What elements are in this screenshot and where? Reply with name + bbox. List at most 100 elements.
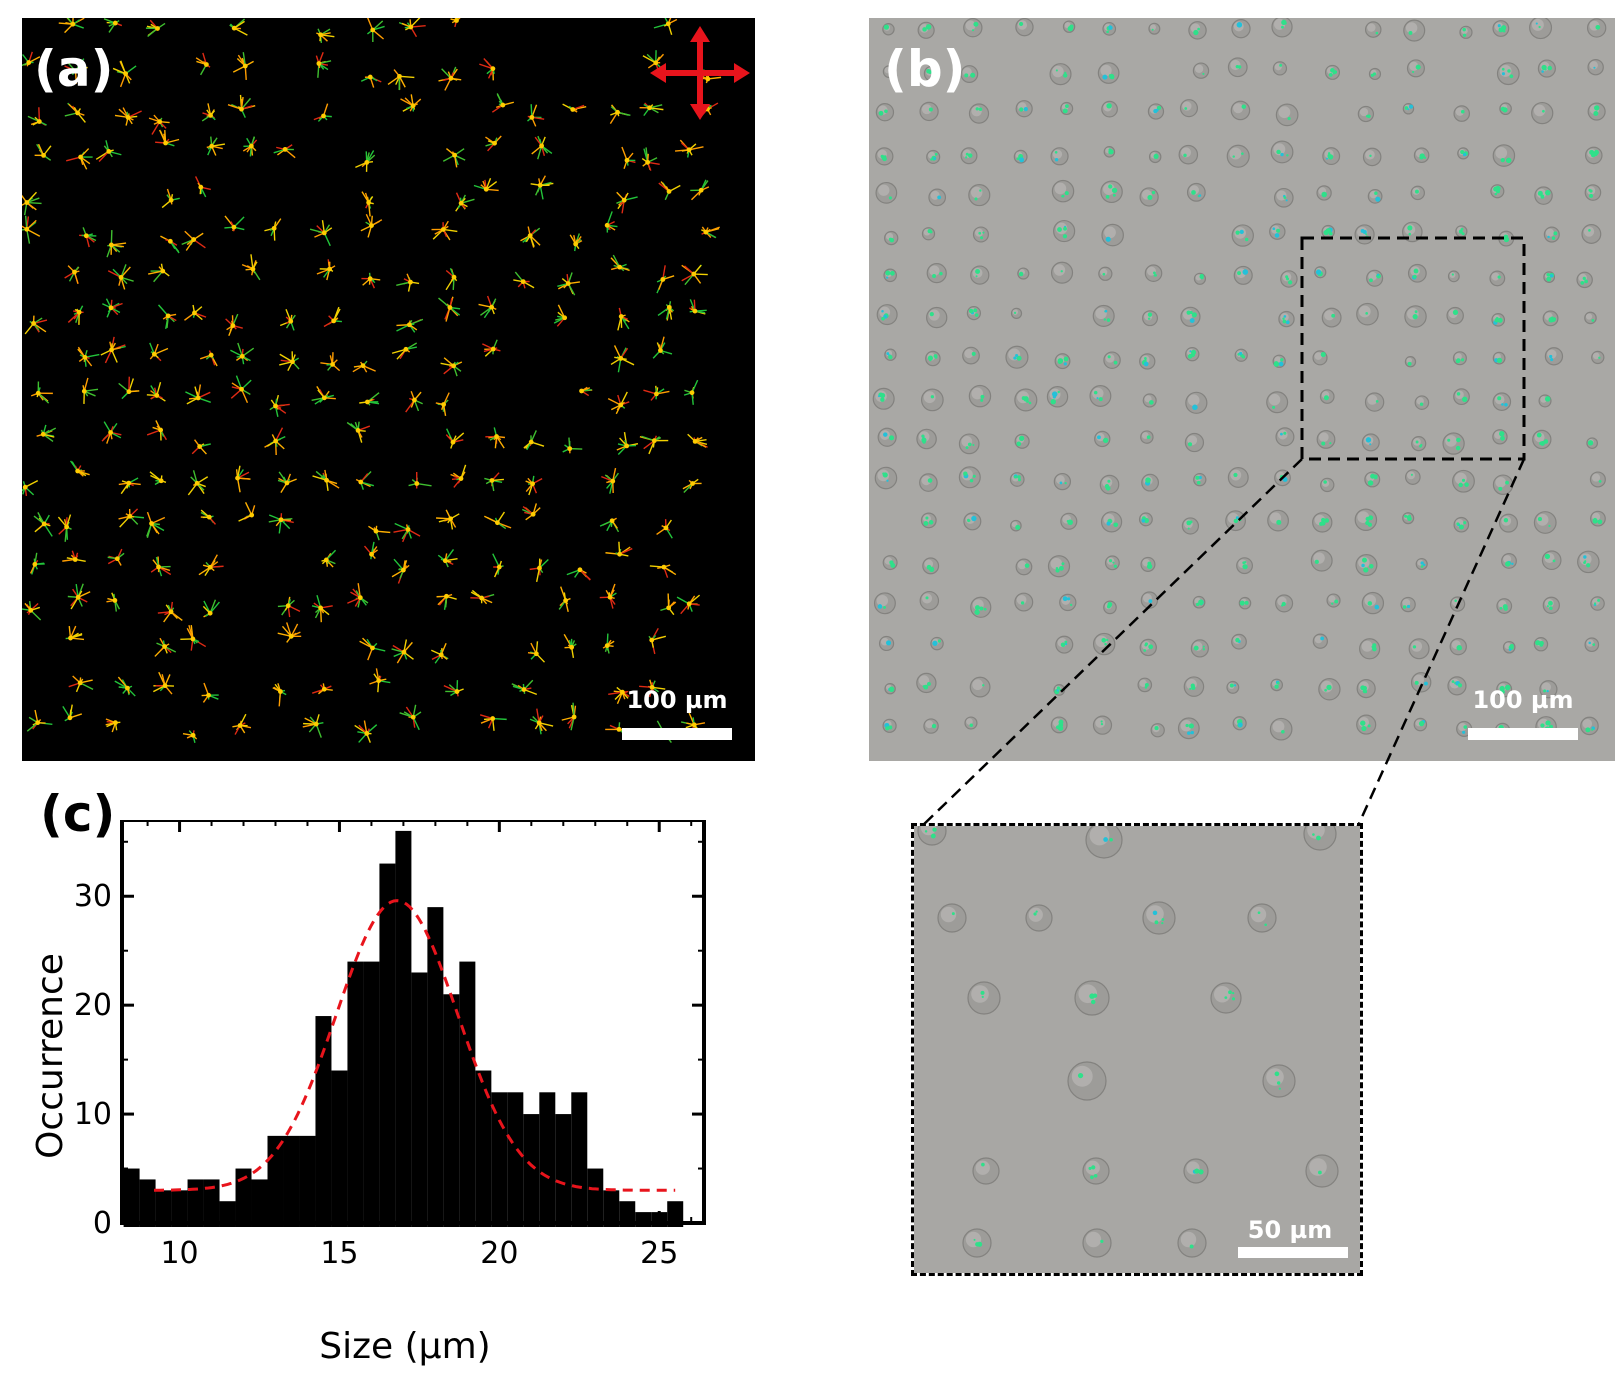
crystal-spot [440,357,463,377]
crystal-spot [521,503,541,521]
droplet [876,304,898,326]
droplet [882,555,898,571]
droplet [962,1228,992,1258]
droplet [1226,144,1250,168]
droplet [1273,187,1294,208]
scale-bar-label-a: 100 µm [626,686,728,714]
droplet [882,65,896,79]
droplet [1543,271,1556,283]
droplet [966,305,982,321]
droplet [884,230,899,246]
crystal-spot [180,624,207,651]
histogram-bar [571,1092,588,1228]
crystal-spot [202,599,220,618]
droplet [1188,21,1207,40]
crystal-spot [118,477,141,495]
crystal-spot [312,469,340,491]
droplet [1272,61,1288,76]
crystal-spot [681,264,708,286]
droplet [1275,103,1299,127]
droplet [1355,554,1378,577]
polarized-micrograph [22,18,755,761]
droplet [1177,1228,1207,1258]
droplet [1410,672,1432,693]
droplet [1354,224,1375,245]
crystal-spot [391,342,418,360]
droplet [1269,223,1286,240]
crystal-spot [405,391,423,413]
crystal-spot [700,226,720,239]
crystal-spot [227,94,256,118]
crystal-spot [643,385,670,401]
crystal-spot [445,268,458,291]
crystal-spot [610,254,630,272]
crystal-spot [562,103,587,113]
droplet [1267,509,1289,532]
crystal-spot [529,558,549,582]
histogram-bar [459,961,476,1227]
droplet [1140,556,1156,572]
crystal-spot [479,58,496,81]
droplet [1402,103,1415,115]
droplet [1408,638,1430,660]
scale-bar-a [622,728,732,740]
crystal-spot [648,627,667,655]
crystal-spot [616,431,639,455]
droplet [1103,351,1121,369]
droplet [1193,472,1207,487]
crystal-spot [272,683,287,707]
droplet [1576,271,1593,289]
droplet [1177,717,1200,740]
crystal-spot [195,52,211,76]
droplet [1496,598,1513,614]
crystal-spot [279,351,300,371]
droplet [1368,67,1382,81]
crystal-spot [264,427,286,456]
droplet [1499,102,1512,116]
crystal-spot [399,704,422,731]
scale-bar-label-b: 100 µm [1472,686,1574,714]
crystal-spot [445,428,465,449]
droplet [1402,512,1415,525]
droplet [1013,149,1028,164]
droplet [1580,716,1599,736]
droplet [1406,59,1425,78]
crystal-spot [160,235,180,254]
crystal-spot [26,709,53,732]
droplet [1059,593,1077,612]
droplet [1236,557,1253,575]
crystal-spot [106,230,127,258]
micrograph-zoom-canvas [917,826,1339,1258]
droplet [1364,471,1381,488]
droplet [1366,269,1384,287]
crystal-spot [393,522,421,543]
crystal-spot [438,66,462,91]
droplet [877,427,897,447]
droplet [872,387,895,410]
crystal-spot [361,272,381,289]
scale-bar-b [1468,728,1578,740]
droplet [1179,99,1199,118]
droplet [1584,311,1597,325]
crystal-spot [277,622,302,643]
droplet [958,466,981,489]
droplet [874,466,898,490]
crystal-spot [610,345,635,373]
crystal-spot [639,435,669,455]
histogram-bar [443,994,460,1227]
crystal-spot [302,714,324,738]
droplet [875,103,895,122]
droplet [1364,392,1385,412]
crystal-spot [690,179,710,201]
crystal-spot [442,148,466,168]
droplet [1584,184,1602,201]
crystal-spot [148,114,170,135]
crystal-spot [602,633,615,654]
crystal-spot [658,181,681,201]
crystal-spot [268,513,294,534]
droplet [937,903,967,933]
crystal-spot [224,215,245,232]
crystal-spot [641,147,660,171]
crystal-spot [62,550,86,562]
droplet [958,433,980,455]
